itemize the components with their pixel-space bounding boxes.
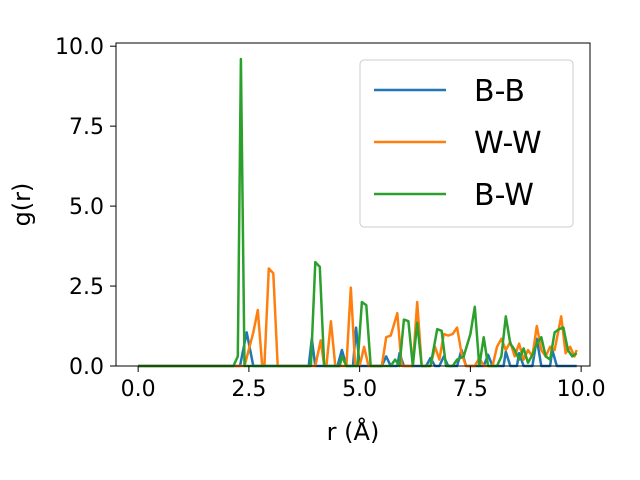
y-axis-label: g(r) [8,183,36,227]
x-tick-label: 7.5 [453,377,488,402]
x-tick-label: 0.0 [121,377,156,402]
y-tick-label: 7.5 [69,115,104,140]
plot-frame [115,42,591,367]
x-tick-label: 2.5 [231,377,266,402]
legend: B-B W-W B-W [359,59,574,228]
legend-label-w-w: W-W [474,126,542,161]
x-ticks: 0.0 2.5 5.0 7.5 10.0 [121,366,606,402]
y-tick-label: 0.0 [69,355,104,380]
y-tick-label: 10.0 [55,35,104,60]
y-tick-label: 2.5 [69,275,104,300]
legend-entries: B-B W-W B-W [374,74,542,213]
legend-label-b-w: B-W [474,178,534,213]
y-ticks: 0.0 2.5 5.0 7.5 10.0 [55,35,116,380]
legend-label-b-b: B-B [474,74,525,109]
y-tick-label: 5.0 [69,195,104,220]
x-axis-label: r (Å) [327,417,380,446]
legend-box [359,59,574,228]
x-tick-label: 10.0 [557,377,606,402]
x-tick-label: 5.0 [342,377,377,402]
